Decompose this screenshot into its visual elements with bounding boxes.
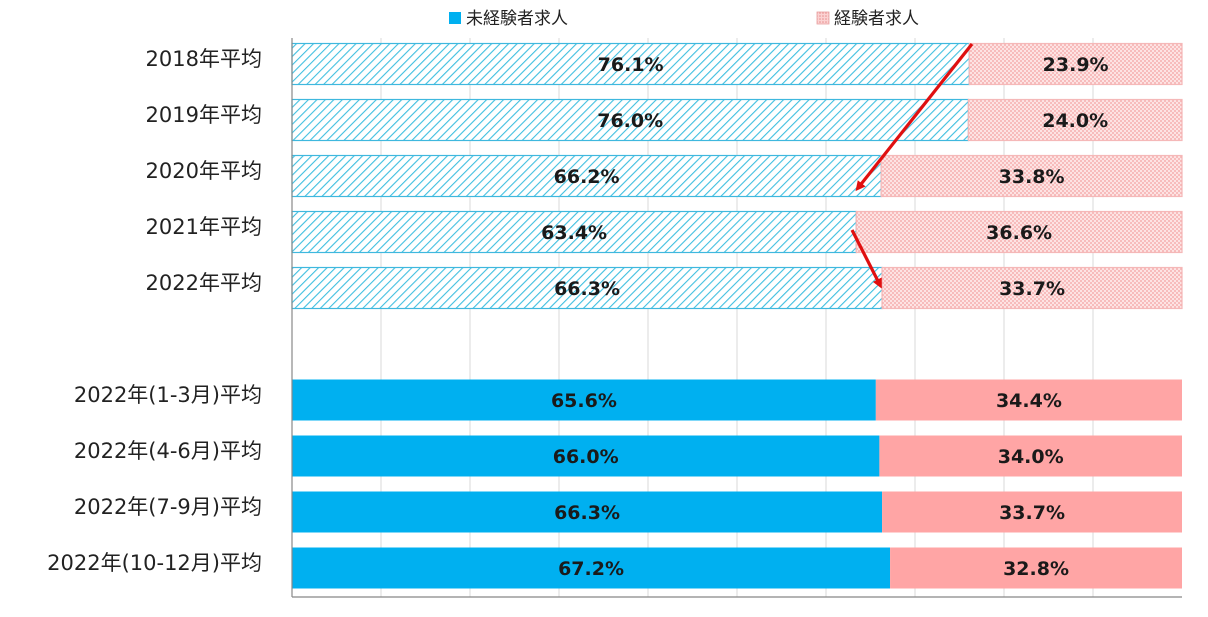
value-label-inexperienced: 76.0% (597, 110, 663, 132)
value-label-inexperienced: 65.6% (551, 390, 617, 412)
bar-inexperienced (292, 435, 880, 477)
value-label-experienced: 33.8% (999, 166, 1065, 188)
value-label-experienced: 33.7% (999, 502, 1065, 524)
value-label-experienced: 34.4% (996, 390, 1062, 412)
category-labels: 2018年平均 2019年平均 2020年平均 2021年平均 2022年平均 2022年… (47, 47, 262, 575)
value-label-inexperienced: 76.1% (598, 54, 664, 76)
legend-label-experienced: 経験者求人 (834, 9, 919, 29)
value-label-inexperienced: 67.2% (558, 558, 624, 580)
trend-arrow (855, 43, 974, 192)
value-label-inexperienced: 66.0% (553, 446, 619, 468)
legend-swatch-experienced (816, 11, 830, 25)
bar-experienced (875, 379, 1182, 421)
value-label-experienced: 23.9% (1043, 54, 1109, 76)
bar-experienced (881, 266, 1183, 310)
bar-experienced (890, 547, 1182, 589)
value-label-experienced: 24.0% (1042, 110, 1108, 132)
value-label-inexperienced: 66.3% (554, 502, 620, 524)
category-label: 2022年(10-12月)平均 (47, 551, 262, 575)
category-label: 2018年平均 (146, 47, 262, 71)
bars (291, 42, 1183, 589)
category-label: 2022年平均 (146, 271, 262, 295)
legend: 未経験者求人 経験者求人 (449, 9, 919, 29)
category-label: 2022年(4-6月)平均 (74, 439, 262, 463)
category-label: 2021年平均 (146, 215, 262, 239)
value-label-inexperienced: 66.3% (554, 278, 620, 300)
bar-inexperienced (292, 547, 891, 589)
value-label-experienced: 33.7% (999, 278, 1065, 300)
bar-inexperienced (292, 379, 876, 421)
bar-experienced (880, 154, 1183, 198)
value-label-inexperienced: 63.4% (541, 222, 607, 244)
bar-inexperienced (291, 210, 857, 254)
category-label: 2022年(1-3月)平均 (74, 383, 262, 407)
legend-label-inexperienced: 未経験者求人 (466, 9, 568, 29)
bar-experienced (855, 210, 1183, 254)
trend-arrows (850, 43, 974, 289)
value-labels: 76.1% 23.9% 76.0% 24.0% 66.2% 33.8% 63.4% 36.6%… (541, 54, 1108, 580)
category-label: 2020年平均 (146, 159, 262, 183)
bar-experienced (879, 435, 1182, 477)
trend-arrow (850, 229, 882, 289)
bar-experienced (882, 491, 1182, 533)
bar-inexperienced (291, 154, 882, 198)
bar-experienced (968, 42, 1183, 86)
category-label: 2022年(7-9月)平均 (74, 495, 262, 519)
bar-inexperienced (292, 491, 883, 533)
value-label-experienced: 34.0% (998, 446, 1064, 468)
bar-experienced (967, 98, 1183, 142)
category-label: 2019年平均 (146, 103, 262, 127)
value-label-experienced: 36.6% (986, 222, 1052, 244)
legend-swatch-inexperienced (449, 12, 461, 24)
bar-inexperienced (291, 98, 970, 142)
value-label-inexperienced: 66.2% (554, 166, 620, 188)
value-label-experienced: 32.8% (1003, 558, 1069, 580)
